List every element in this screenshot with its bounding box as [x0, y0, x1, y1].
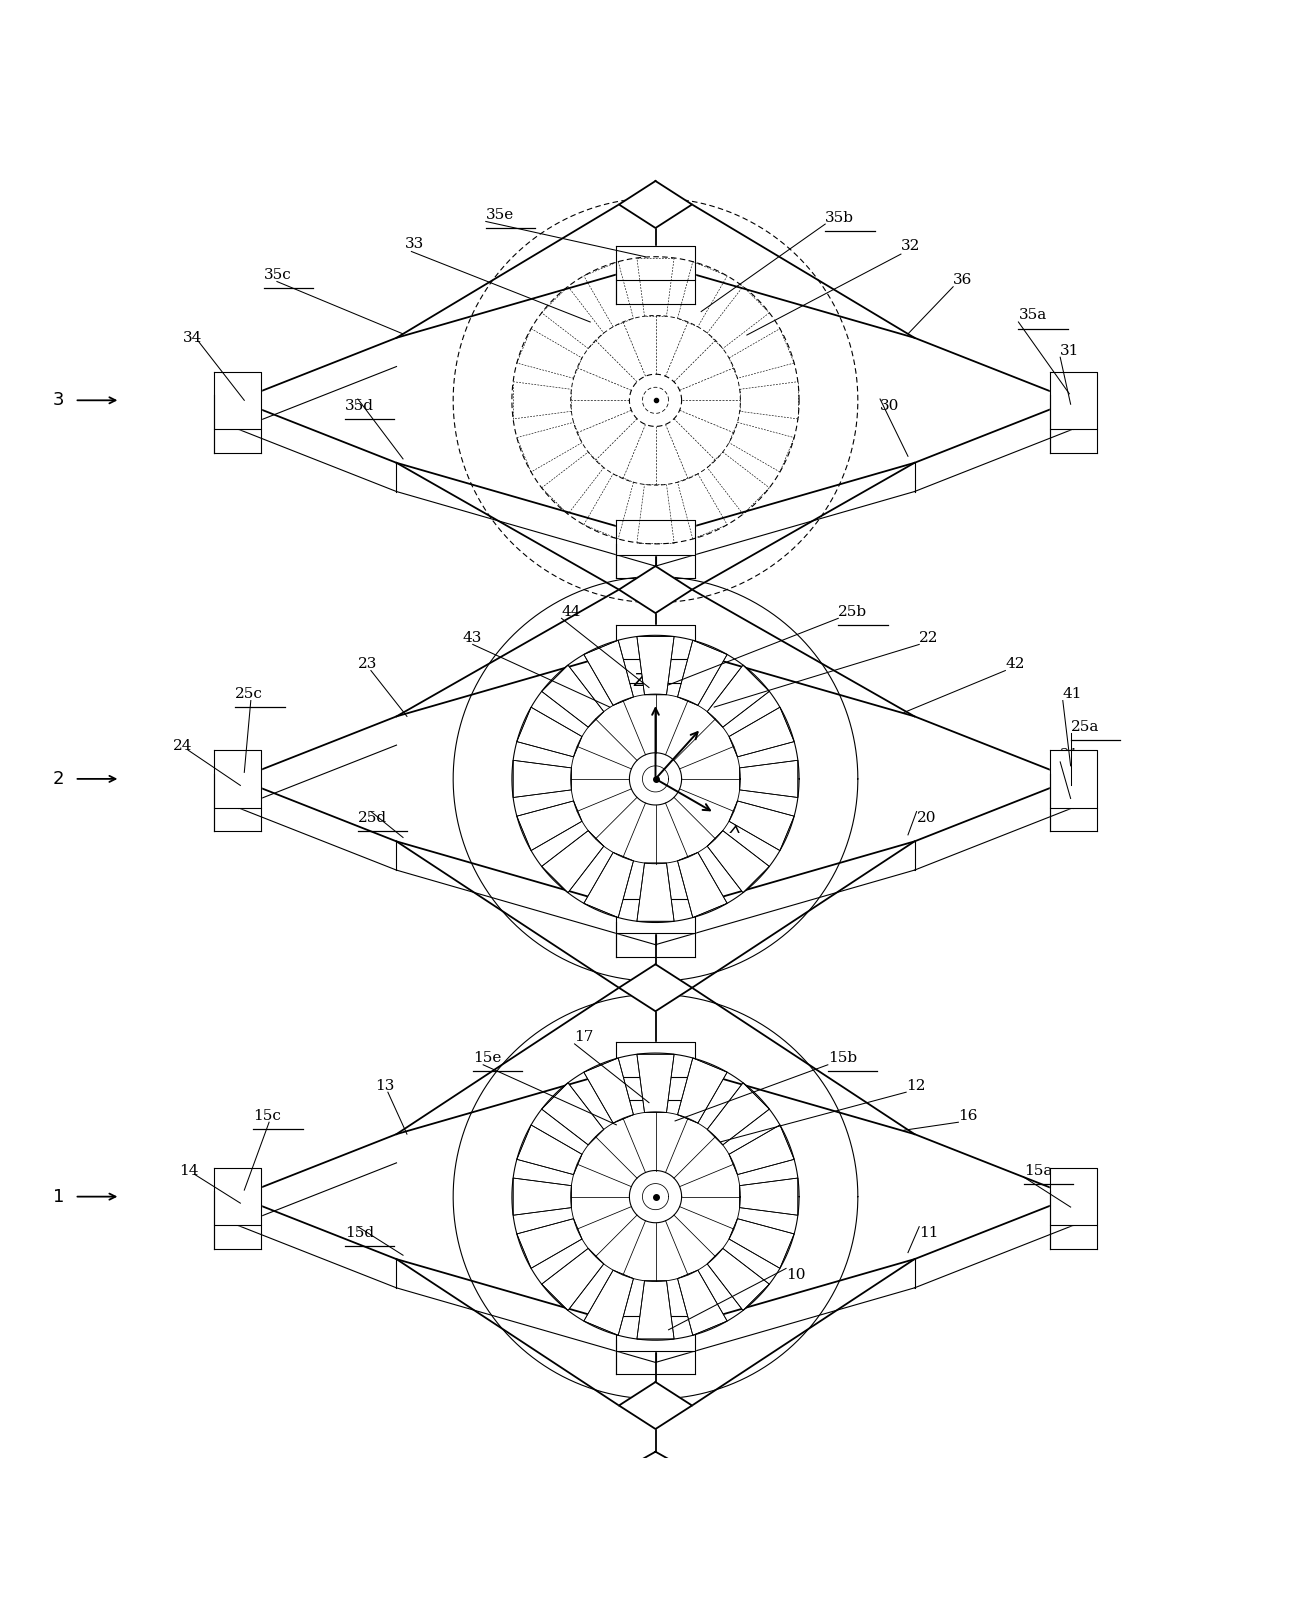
- Polygon shape: [616, 246, 695, 280]
- Text: 23: 23: [358, 657, 378, 671]
- Polygon shape: [707, 1248, 770, 1311]
- Polygon shape: [541, 1084, 604, 1145]
- Text: 16: 16: [958, 1109, 978, 1122]
- Polygon shape: [517, 707, 582, 757]
- Polygon shape: [517, 1125, 582, 1175]
- Polygon shape: [513, 760, 572, 797]
- Text: 24: 24: [173, 739, 191, 753]
- Polygon shape: [583, 852, 633, 918]
- Text: Y: Y: [714, 704, 724, 721]
- Text: 25d: 25d: [358, 811, 387, 824]
- Text: 17: 17: [574, 1030, 594, 1045]
- Text: 36: 36: [953, 274, 973, 287]
- Polygon shape: [619, 1381, 692, 1430]
- Polygon shape: [517, 800, 582, 850]
- Text: 35c: 35c: [264, 267, 291, 282]
- Text: 3: 3: [52, 391, 64, 409]
- Text: 43: 43: [463, 631, 481, 646]
- Text: 33: 33: [405, 237, 423, 251]
- Text: 41: 41: [1063, 687, 1083, 700]
- Polygon shape: [729, 1219, 794, 1269]
- Polygon shape: [1050, 372, 1097, 428]
- Polygon shape: [214, 372, 261, 428]
- Polygon shape: [616, 520, 695, 554]
- Text: 44: 44: [561, 605, 581, 618]
- Polygon shape: [541, 831, 604, 892]
- Text: Z: Z: [633, 671, 645, 691]
- Polygon shape: [707, 831, 770, 892]
- Polygon shape: [678, 852, 728, 918]
- Polygon shape: [583, 1270, 633, 1335]
- Polygon shape: [616, 1042, 695, 1077]
- Text: 2: 2: [52, 770, 64, 787]
- Polygon shape: [1050, 750, 1097, 808]
- Text: 15b: 15b: [827, 1051, 857, 1066]
- Polygon shape: [214, 750, 261, 808]
- Polygon shape: [707, 1084, 770, 1145]
- Polygon shape: [729, 707, 794, 757]
- Polygon shape: [517, 1219, 582, 1269]
- Polygon shape: [729, 1125, 794, 1175]
- Text: 34: 34: [184, 330, 202, 345]
- Polygon shape: [637, 863, 674, 921]
- Text: 20: 20: [916, 811, 936, 824]
- Text: 15c: 15c: [253, 1109, 282, 1122]
- Text: 35b: 35b: [825, 211, 855, 224]
- Text: X: X: [730, 819, 741, 837]
- Text: 25b: 25b: [838, 605, 868, 618]
- Text: 15d: 15d: [345, 1227, 374, 1240]
- Polygon shape: [678, 641, 728, 705]
- Text: 31: 31: [1061, 343, 1079, 357]
- Text: 12: 12: [906, 1079, 926, 1093]
- Polygon shape: [637, 1055, 674, 1113]
- Polygon shape: [214, 1167, 261, 1225]
- Text: 30: 30: [880, 399, 899, 412]
- Polygon shape: [616, 898, 695, 934]
- Polygon shape: [739, 1179, 798, 1216]
- Text: 32: 32: [901, 240, 920, 253]
- Text: 1: 1: [52, 1188, 64, 1206]
- Text: 22: 22: [919, 631, 939, 646]
- Polygon shape: [616, 1317, 695, 1351]
- Text: 25c: 25c: [235, 687, 264, 700]
- Polygon shape: [583, 641, 633, 705]
- Polygon shape: [541, 1248, 604, 1311]
- Text: 25a: 25a: [1071, 720, 1099, 734]
- Polygon shape: [678, 1270, 728, 1335]
- Polygon shape: [541, 665, 604, 728]
- Polygon shape: [237, 642, 1074, 916]
- Text: 15e: 15e: [473, 1051, 501, 1066]
- Polygon shape: [637, 1282, 674, 1340]
- Text: 10: 10: [787, 1269, 805, 1282]
- Polygon shape: [237, 264, 1074, 538]
- Polygon shape: [237, 1059, 1074, 1333]
- Polygon shape: [1050, 1167, 1097, 1225]
- Polygon shape: [583, 1058, 633, 1124]
- Text: 35a: 35a: [1019, 309, 1046, 322]
- Text: 14: 14: [180, 1164, 198, 1177]
- Polygon shape: [707, 665, 770, 728]
- Text: 35e: 35e: [486, 208, 514, 222]
- Text: 35d: 35d: [345, 399, 374, 412]
- Text: 37: 37: [646, 192, 665, 204]
- Polygon shape: [729, 800, 794, 850]
- Text: 11: 11: [919, 1227, 939, 1240]
- Polygon shape: [739, 760, 798, 797]
- Polygon shape: [627, 1452, 684, 1484]
- Polygon shape: [616, 625, 695, 658]
- Polygon shape: [619, 964, 692, 1011]
- Text: 15a: 15a: [1024, 1164, 1051, 1177]
- Polygon shape: [678, 1058, 728, 1124]
- Polygon shape: [513, 1179, 572, 1216]
- Text: 13: 13: [375, 1079, 395, 1093]
- Polygon shape: [619, 180, 692, 229]
- Text: 21: 21: [1061, 749, 1080, 763]
- Polygon shape: [619, 567, 692, 613]
- Text: 42: 42: [1006, 657, 1025, 671]
- Polygon shape: [637, 636, 674, 696]
